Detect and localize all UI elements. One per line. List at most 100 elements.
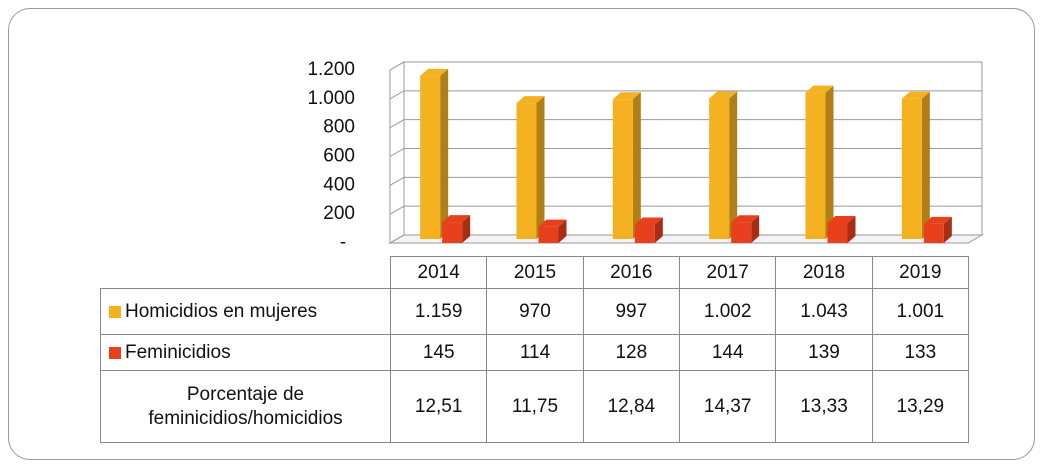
cell-text: 997 [615, 300, 648, 322]
cell-text: Porcentaje de feminicidios/homicidios [148, 383, 343, 429]
grid-line [389, 205, 982, 215]
table-value: 13,33 [775, 370, 873, 443]
grid-line [389, 176, 982, 186]
bar-side [921, 91, 930, 239]
bar-top [612, 92, 641, 100]
y-tick-label: 200 [323, 203, 355, 224]
bar-top [709, 91, 738, 99]
cell-text: 2015 [513, 261, 557, 283]
cell-text: 970 [519, 300, 551, 322]
bar-top [827, 215, 856, 223]
legend-swatch [109, 305, 121, 318]
grid-line [389, 234, 982, 244]
bar-side [632, 92, 641, 239]
bar-front [442, 222, 463, 243]
legend-swatch [109, 346, 121, 359]
cell-text: 13,29 [896, 395, 945, 417]
table-value: 12,84 [582, 370, 680, 443]
bar-side [440, 68, 449, 240]
y-tick-label: 600 [323, 146, 355, 167]
bar [634, 217, 663, 243]
cell-text: 128 [615, 341, 648, 363]
bar [538, 219, 567, 243]
bar [709, 91, 738, 239]
cell-text: 144 [711, 341, 744, 363]
x-tick-label: 2014 [390, 256, 488, 289]
cell-text: 12,84 [607, 395, 656, 417]
cell-text: 11,75 [511, 395, 559, 417]
cell-text: 14,37 [703, 395, 752, 417]
bar [901, 91, 930, 239]
bar-front [901, 98, 922, 239]
bar-front [827, 222, 848, 243]
cell-text: 1.002 [703, 300, 752, 322]
bar-front [516, 103, 537, 240]
bar-side [558, 219, 567, 243]
cell-text: 2017 [706, 261, 749, 283]
cell-text: 139 [808, 341, 840, 363]
x-tick-label: 2016 [582, 256, 680, 289]
cell-text: 13,33 [800, 395, 848, 417]
x-tick-label: 2018 [775, 256, 873, 289]
bar-side [729, 91, 738, 239]
y-tick-label: - [340, 232, 346, 253]
cell-text: 145 [422, 341, 455, 363]
bar [442, 215, 471, 243]
table-value: 145 [390, 334, 488, 371]
bar-front [805, 92, 826, 239]
x-tick-label: 2017 [679, 256, 777, 289]
grid-line [389, 90, 982, 100]
grid-line [389, 61, 982, 71]
table-value: 997 [582, 288, 680, 335]
table-value: 128 [582, 334, 680, 371]
cell-text: 1.001 [896, 300, 945, 322]
cell-text: 2019 [899, 261, 942, 283]
cell-text: 2018 [802, 261, 846, 283]
y-tick-label: 400 [323, 174, 355, 195]
cell-text: 2016 [610, 261, 653, 283]
legend-entry: Feminicidios [100, 334, 391, 371]
bar-top [442, 215, 471, 223]
table-value: 13,29 [871, 370, 969, 443]
bar-front [612, 99, 633, 239]
table-value: 11,75 [486, 370, 584, 443]
bar [612, 92, 641, 239]
bar-side [847, 215, 856, 243]
cell-text: 133 [904, 341, 937, 363]
grid-line [389, 119, 982, 129]
bar-top [923, 216, 952, 224]
table-value: 1.001 [871, 288, 969, 335]
cell-text: 2014 [417, 261, 460, 283]
table-value: 114 [486, 334, 584, 371]
bar-top [805, 85, 834, 93]
bar-front [634, 224, 655, 243]
bar-side [654, 217, 663, 243]
y-tick-label: 800 [323, 117, 355, 138]
bar [923, 216, 952, 243]
legend-label: Homicidios en mujeres [125, 300, 318, 322]
legend-label: Feminicidios [125, 341, 231, 363]
bar [827, 215, 856, 243]
floor [388, 234, 984, 244]
bar-side [536, 96, 545, 240]
grid-line [389, 148, 982, 157]
y-tick-label: 1.000 [307, 88, 355, 109]
bar-side [462, 215, 471, 243]
table-value: 1.159 [390, 288, 488, 335]
table-value: 144 [679, 334, 777, 371]
bar [516, 96, 545, 240]
bar-top [634, 217, 663, 225]
bar-top [538, 219, 567, 227]
x-tick-label: 2015 [486, 256, 584, 289]
bar-top [901, 91, 930, 99]
bar-top [731, 215, 760, 223]
y-tick-label: 1.200 [307, 59, 355, 80]
bar [731, 215, 760, 243]
bar-front [420, 75, 441, 240]
x-tick-label: 2019 [871, 256, 969, 289]
table-value: 1.002 [679, 288, 777, 335]
bar-side [751, 215, 760, 243]
table-value: 12,51 [390, 370, 488, 443]
